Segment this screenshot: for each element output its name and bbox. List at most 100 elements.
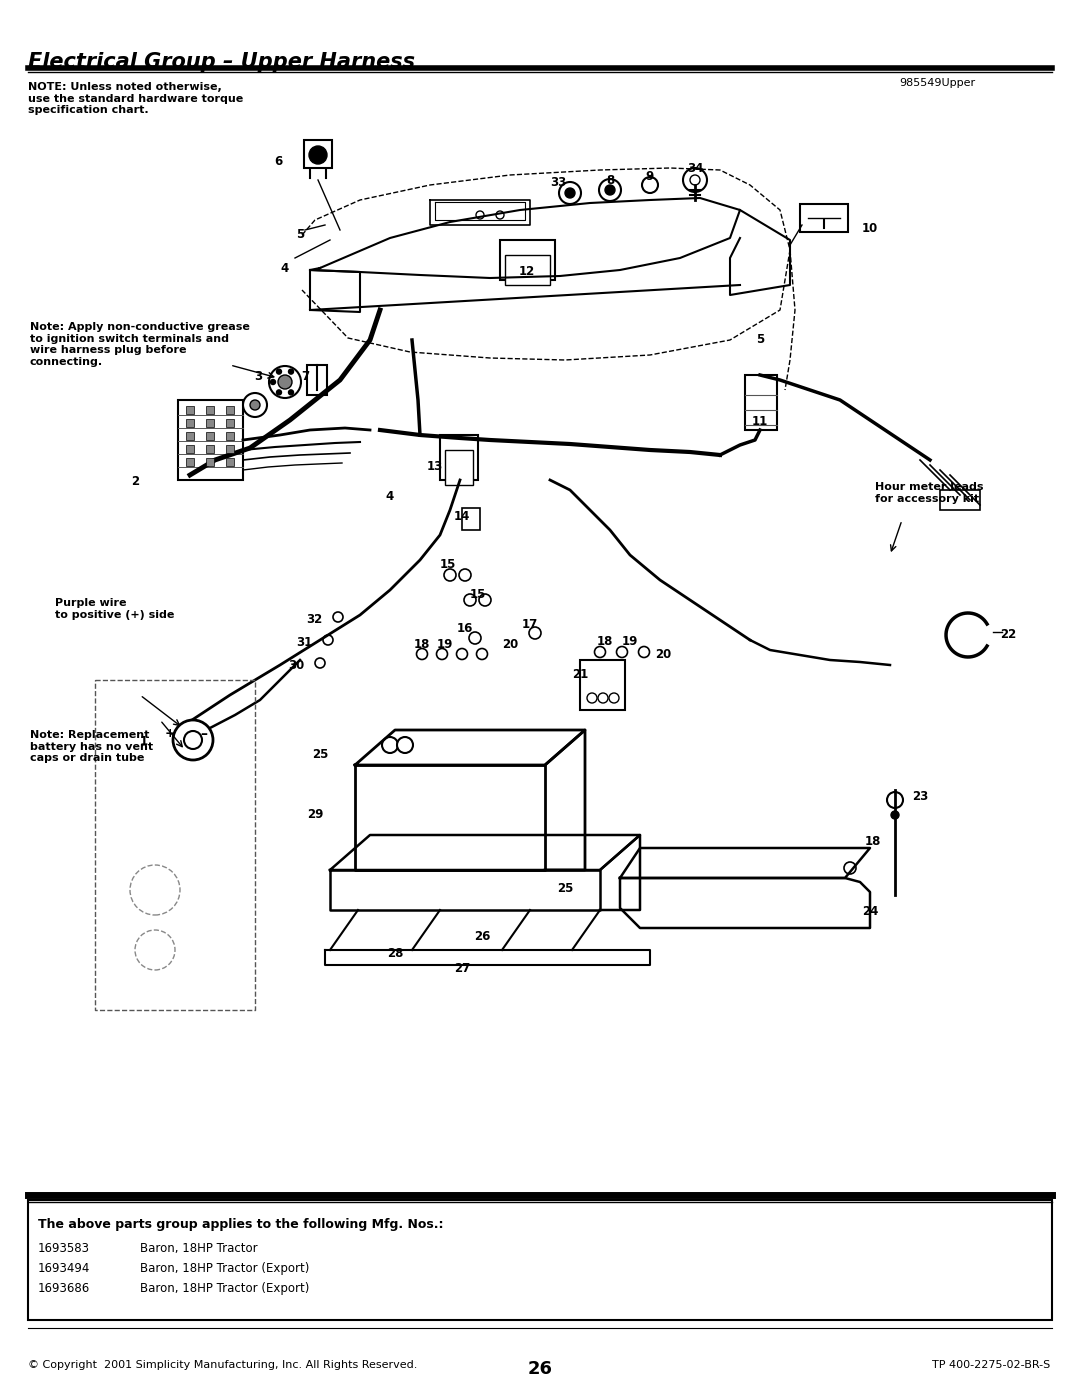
Text: 31: 31 xyxy=(296,636,312,650)
Circle shape xyxy=(480,594,491,606)
Circle shape xyxy=(315,658,325,668)
Text: 26: 26 xyxy=(474,930,490,943)
Bar xyxy=(226,419,234,427)
Text: 33: 33 xyxy=(550,176,566,189)
Text: 2: 2 xyxy=(131,475,139,488)
Circle shape xyxy=(476,648,487,659)
Bar xyxy=(462,509,480,529)
Circle shape xyxy=(529,627,541,638)
Text: 1693686: 1693686 xyxy=(38,1282,91,1295)
Text: 29: 29 xyxy=(307,807,323,821)
Text: Hour meter leads
for accessory kit: Hour meter leads for accessory kit xyxy=(875,482,984,503)
Text: 26: 26 xyxy=(527,1361,553,1377)
Text: Note: Apply non-conductive grease
to ignition switch terminals and
wire harness : Note: Apply non-conductive grease to ign… xyxy=(30,321,249,367)
Text: 5: 5 xyxy=(756,332,765,346)
Text: 13: 13 xyxy=(427,460,443,474)
Circle shape xyxy=(588,693,597,703)
Circle shape xyxy=(469,631,481,644)
Text: 18: 18 xyxy=(414,638,430,651)
Text: 22: 22 xyxy=(1000,629,1016,641)
Bar xyxy=(226,446,234,453)
Bar xyxy=(303,140,332,168)
Text: 21: 21 xyxy=(572,668,589,680)
Circle shape xyxy=(333,612,343,622)
Text: Baron, 18HP Tractor (Export): Baron, 18HP Tractor (Export) xyxy=(140,1282,309,1295)
Text: 14: 14 xyxy=(454,510,470,522)
Bar xyxy=(206,458,214,467)
Text: 10: 10 xyxy=(862,222,878,235)
Circle shape xyxy=(457,648,468,659)
Circle shape xyxy=(891,812,899,819)
Text: 32: 32 xyxy=(306,613,322,626)
Text: Baron, 18HP Tractor (Export): Baron, 18HP Tractor (Export) xyxy=(140,1261,309,1275)
Bar xyxy=(445,450,473,485)
Bar xyxy=(940,490,980,510)
Text: –: – xyxy=(200,726,207,740)
Circle shape xyxy=(609,693,619,703)
Text: Note: Replacement
battery has no vent
caps or drain tube: Note: Replacement battery has no vent ca… xyxy=(30,731,153,763)
Text: 24: 24 xyxy=(862,905,878,918)
Circle shape xyxy=(269,366,301,398)
Circle shape xyxy=(683,168,707,191)
Text: 34: 34 xyxy=(687,162,703,175)
Text: 17: 17 xyxy=(522,617,538,631)
Circle shape xyxy=(288,369,294,374)
Text: 12: 12 xyxy=(518,265,535,278)
Bar xyxy=(206,446,214,453)
Text: 16: 16 xyxy=(457,622,473,636)
Text: TP 400-2275-02-BR-S: TP 400-2275-02-BR-S xyxy=(932,1361,1050,1370)
Bar xyxy=(505,256,550,285)
Circle shape xyxy=(642,177,658,193)
Circle shape xyxy=(436,648,447,659)
Text: 9: 9 xyxy=(646,170,654,183)
Circle shape xyxy=(496,211,504,219)
Circle shape xyxy=(276,369,282,374)
Circle shape xyxy=(243,393,267,416)
Text: 6: 6 xyxy=(274,155,282,168)
Bar xyxy=(440,434,478,481)
Bar xyxy=(206,432,214,440)
Bar xyxy=(226,458,234,467)
Text: 19: 19 xyxy=(622,636,638,648)
Text: 23: 23 xyxy=(912,789,928,803)
Circle shape xyxy=(476,211,484,219)
Bar xyxy=(206,419,214,427)
Circle shape xyxy=(270,380,275,384)
Text: 985549Upper: 985549Upper xyxy=(899,78,975,88)
Circle shape xyxy=(444,569,456,581)
Bar xyxy=(186,419,194,427)
Text: 20: 20 xyxy=(502,638,518,651)
Text: 19: 19 xyxy=(436,638,454,651)
Text: 1693494: 1693494 xyxy=(38,1261,91,1275)
Text: 27: 27 xyxy=(454,963,470,975)
Text: 7: 7 xyxy=(301,370,309,383)
Text: Electrical Group – Upper Harness: Electrical Group – Upper Harness xyxy=(28,52,415,73)
Text: 3: 3 xyxy=(254,370,262,383)
Bar xyxy=(745,374,777,430)
Text: 4: 4 xyxy=(281,263,289,275)
Circle shape xyxy=(565,189,575,198)
Circle shape xyxy=(599,179,621,201)
Text: © Copyright  2001 Simplicity Manufacturing, Inc. All Rights Reserved.: © Copyright 2001 Simplicity Manufacturin… xyxy=(28,1361,417,1370)
Text: 8: 8 xyxy=(606,175,615,187)
Text: 30: 30 xyxy=(287,659,303,672)
Text: 15: 15 xyxy=(440,557,456,571)
Circle shape xyxy=(464,594,476,606)
Text: 1: 1 xyxy=(140,735,148,747)
Circle shape xyxy=(617,647,627,658)
Bar xyxy=(178,400,243,481)
Bar xyxy=(28,1200,1052,1320)
Circle shape xyxy=(397,738,413,753)
Circle shape xyxy=(309,147,327,163)
Text: 4: 4 xyxy=(386,490,394,503)
Bar xyxy=(500,240,555,279)
Text: Baron, 18HP Tractor: Baron, 18HP Tractor xyxy=(140,1242,258,1255)
Circle shape xyxy=(323,636,333,645)
Text: 15: 15 xyxy=(470,588,486,601)
Bar xyxy=(226,407,234,414)
Circle shape xyxy=(417,648,428,659)
Text: 1693583: 1693583 xyxy=(38,1242,90,1255)
Text: Purple wire
to positive (+) side: Purple wire to positive (+) side xyxy=(55,598,174,620)
Circle shape xyxy=(559,182,581,204)
Circle shape xyxy=(173,719,213,760)
